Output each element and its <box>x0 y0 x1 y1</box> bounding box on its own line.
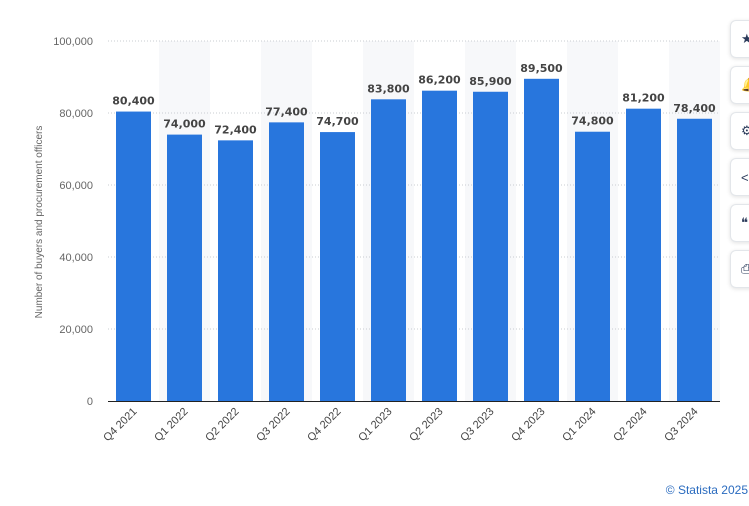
data-label: 78,400 <box>673 102 716 115</box>
data-label: 74,000 <box>163 118 206 131</box>
bar[interactable] <box>575 131 610 401</box>
y-tick-label: 0 <box>87 396 93 408</box>
x-tick-label: Q4 2022 <box>305 406 343 444</box>
settings-button[interactable]: ⚙ <box>730 112 749 150</box>
data-label: 80,400 <box>112 95 155 108</box>
x-tick-label: Q1 2023 <box>356 406 394 444</box>
x-tick-label: Q4 2023 <box>509 406 547 444</box>
data-label: 77,400 <box>265 105 308 118</box>
bar[interactable] <box>473 91 508 401</box>
statista-credit-link[interactable]: © Statista 2025 <box>665 483 748 497</box>
x-tick-label: Q2 2023 <box>407 406 445 444</box>
y-tick-label: 40,000 <box>59 252 93 264</box>
data-labels: 80,400 74,000 72,400 77,400 74,700 83,800 86,2… <box>112 62 716 137</box>
quote-icon: ❝ <box>741 215 748 230</box>
x-tick-label: Q3 2022 <box>254 406 292 444</box>
share-button[interactable]: < <box>730 158 749 196</box>
y-tick-label: 100,000 <box>53 36 93 48</box>
y-axis-label: Number of buyers and procurement officer… <box>34 126 45 319</box>
x-tick-label: Q2 2022 <box>203 406 241 444</box>
bar[interactable] <box>371 99 406 401</box>
data-label: 74,700 <box>316 115 359 128</box>
print-button[interactable]: ⎙ <box>730 250 749 288</box>
data-label: 86,200 <box>418 74 461 87</box>
y-tick-labels: 0 20,000 40,000 60,000 80,000 100,000 <box>53 36 93 408</box>
share-icon: < <box>741 169 749 185</box>
x-tick-label: Q1 2022 <box>152 406 190 444</box>
y-tick-label: 80,000 <box>59 108 93 120</box>
x-tick-label: Q3 2024 <box>662 406 700 444</box>
bar[interactable] <box>626 108 661 402</box>
y-gridlines <box>108 40 720 330</box>
bar[interactable] <box>320 132 355 401</box>
x-tick-labels: Q4 2021 Q1 2022 Q2 2022 Q3 2022 Q4 2022 Q1 20… <box>101 406 700 444</box>
bar[interactable] <box>167 134 202 401</box>
y-tick-label: 60,000 <box>59 180 93 192</box>
bar[interactable] <box>524 78 559 402</box>
data-label: 85,900 <box>469 75 512 88</box>
star-icon: ★ <box>741 31 749 47</box>
bell-icon: 🔔 <box>741 77 749 93</box>
x-tick-label: Q1 2024 <box>560 406 598 444</box>
data-label: 89,500 <box>520 62 563 75</box>
bar[interactable] <box>677 118 712 401</box>
bars <box>116 78 712 402</box>
printer-icon: ⎙ <box>741 261 749 277</box>
data-label: 81,200 <box>622 92 665 105</box>
cite-button[interactable]: ❝ <box>730 204 749 242</box>
notification-button[interactable]: 🔔 <box>730 66 749 104</box>
bar[interactable] <box>269 122 304 402</box>
x-tick-label: Q4 2021 <box>101 406 139 444</box>
bar[interactable] <box>218 140 253 402</box>
bar[interactable] <box>116 111 151 401</box>
gear-icon: ⚙ <box>741 123 749 139</box>
x-tick-label: Q2 2024 <box>611 406 649 444</box>
x-tick-label: Q3 2023 <box>458 406 496 444</box>
favorite-button[interactable]: ★ <box>730 20 749 58</box>
side-toolbar: ★ 🔔 ⚙ < ❝ ⎙ <box>730 20 749 296</box>
data-label: 74,800 <box>571 115 614 128</box>
y-tick-label: 20,000 <box>59 324 93 336</box>
data-label: 72,400 <box>214 123 257 136</box>
bar[interactable] <box>422 90 457 402</box>
data-label: 83,800 <box>367 82 410 95</box>
